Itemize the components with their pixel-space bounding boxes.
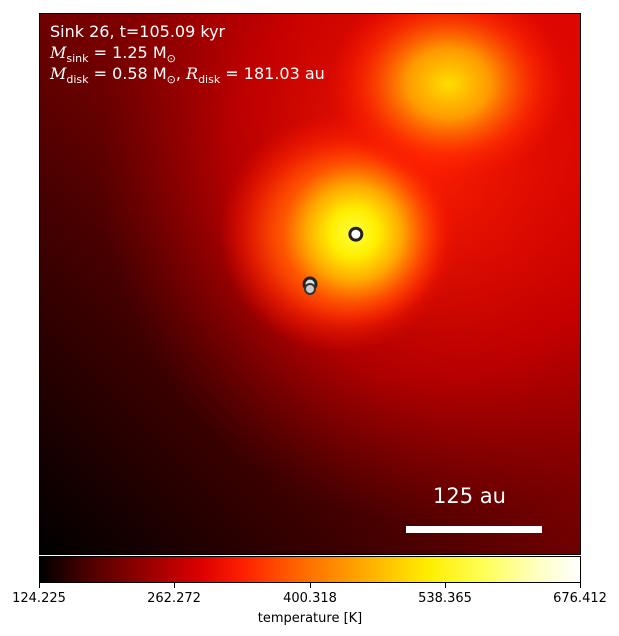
temperature-map: Sink 26, t=105.09 kyr Msink = 1.25 M⊙ Md…: [39, 13, 581, 555]
colorbar-tick-label: 262.272: [147, 591, 201, 606]
annotation-line-1: Sink 26, t=105.09 kyr: [50, 22, 226, 41]
colorbar-tick-label: 400.318: [283, 591, 337, 606]
colorbar: [39, 556, 581, 583]
colorbar-tick-label: 676.412: [553, 591, 607, 606]
scale-bar-label: 125 au: [433, 484, 506, 508]
sink-main: [348, 226, 364, 242]
colorbar-tick-label: 538.365: [418, 591, 472, 606]
colorbar-tick: [580, 583, 581, 588]
sink-pair-b: [304, 283, 316, 295]
colorbar-tick: [39, 583, 40, 588]
colorbar-tick-label: 124.225: [12, 591, 66, 606]
scale-bar: [406, 526, 542, 533]
annotation-line-2: Msink = 1.25 M⊙: [50, 43, 176, 66]
colorbar-label: temperature [K]: [257, 611, 363, 626]
colorbar-tick: [174, 583, 175, 588]
temperature-field: [40, 14, 580, 554]
colorbar-tick: [310, 583, 311, 588]
annotation-line-3: Mdisk = 0.58 M⊙, Rdisk = 181.03 au: [50, 64, 325, 87]
colorbar-tick: [445, 583, 446, 588]
